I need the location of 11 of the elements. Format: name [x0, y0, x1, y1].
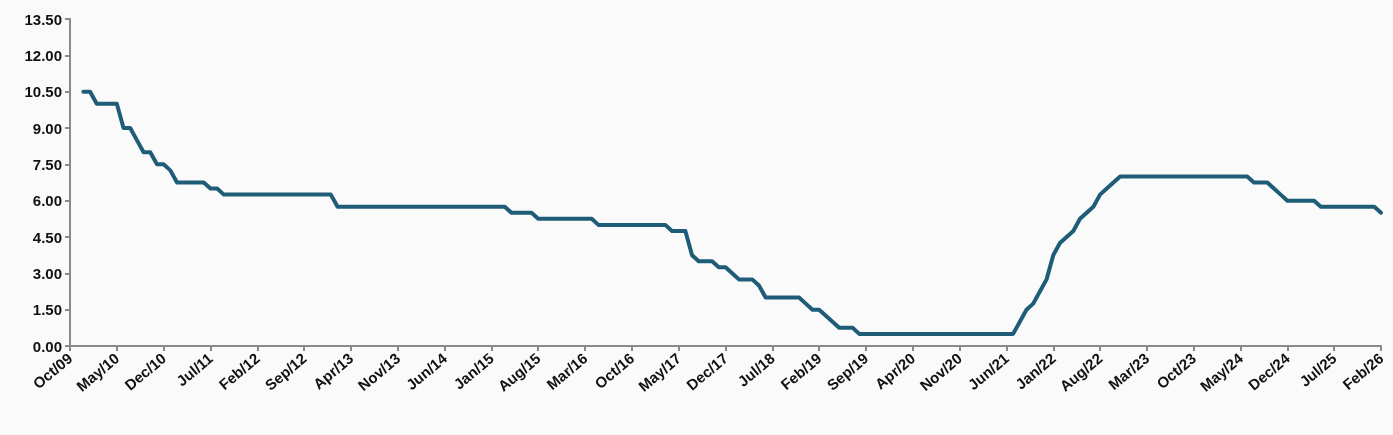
y-tick-label: 12.00 — [24, 46, 62, 64]
y-tick-label: 1.50 — [32, 301, 62, 319]
y-tick-label: 9.00 — [32, 119, 62, 137]
y-tick-label: 0.00 — [32, 337, 62, 355]
y-tick-label: 10.50 — [24, 83, 62, 101]
line-series — [81, 89, 1383, 336]
y-tick-label: 7.50 — [32, 155, 62, 173]
y-tick-label: 6.00 — [32, 192, 62, 210]
y-tick-label: 3.00 — [32, 264, 62, 282]
y-tick-label: 4.50 — [32, 228, 62, 246]
y-tick-label: 13.50 — [24, 10, 62, 28]
